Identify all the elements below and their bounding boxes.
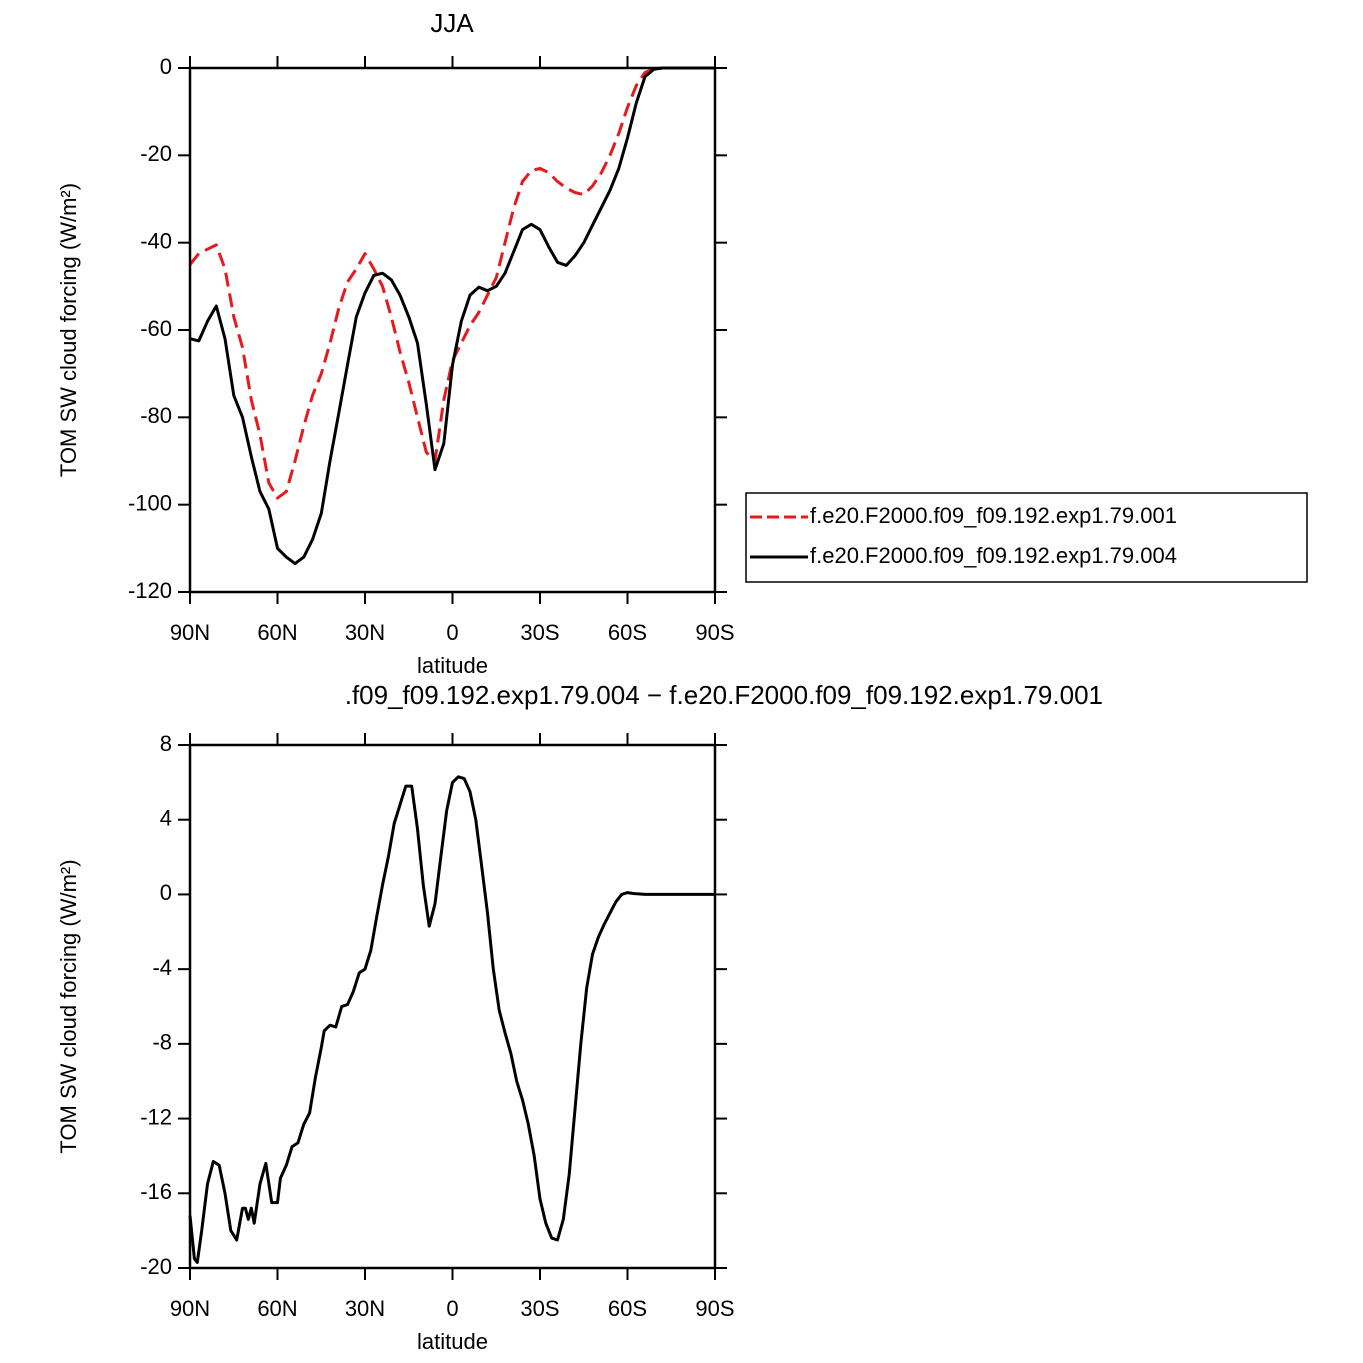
x-tick-label: 60N (257, 620, 297, 645)
x-tick-label: 30N (345, 1296, 385, 1321)
x-tick-label: 90N (170, 620, 210, 645)
x-tick-label: 0 (446, 620, 458, 645)
y-tick-label: -100 (128, 490, 172, 515)
y-tick-label: -20 (140, 1254, 172, 1279)
y-tick-label: 8 (160, 731, 172, 756)
legend-box (745, 492, 1308, 583)
y-tick-label: -8 (152, 1030, 172, 1055)
x-tick-label: 60S (608, 620, 647, 645)
x-axis-label: latitude (417, 653, 488, 678)
y-tick-label: -16 (140, 1179, 172, 1204)
y-axis-label: TOM SW cloud forcing (W/m²) (56, 859, 81, 1153)
y-tick-label: -120 (128, 578, 172, 603)
y-tick-label: -20 (140, 141, 172, 166)
y-tick-label: -40 (140, 228, 172, 253)
y-tick-label: 0 (160, 880, 172, 905)
chart-title: .f09_f09.192.exp1.79.004 − f.e20.F2000.f… (345, 680, 1103, 710)
y-tick-label: -12 (140, 1104, 172, 1129)
x-tick-label: 90S (695, 620, 734, 645)
y-tick-label: 4 (160, 806, 172, 831)
x-tick-label: 90S (695, 1296, 734, 1321)
data-line (188, 66, 715, 500)
y-tick-label: -60 (140, 316, 172, 341)
chart-title: JJA (430, 8, 474, 38)
legend-label: f.e20.F2000.f09_f09.192.exp1.79.001 (810, 503, 1177, 528)
x-tick-label: 60S (608, 1296, 647, 1321)
x-tick-label: 30N (345, 620, 385, 645)
y-axis-label: TOM SW cloud forcing (W/m²) (56, 183, 81, 477)
x-tick-label: 60N (257, 1296, 297, 1321)
x-tick-label: 90N (170, 1296, 210, 1321)
y-tick-label: -80 (140, 403, 172, 428)
x-axis-label: latitude (417, 1329, 488, 1354)
data-line (189, 66, 715, 566)
plot-frame (188, 66, 717, 594)
x-tick-label: 0 (446, 1296, 458, 1321)
data-line (188, 775, 715, 1264)
legend-label: f.e20.F2000.f09_f09.192.exp1.79.004 (810, 543, 1177, 568)
plot-frame (188, 743, 717, 1270)
x-tick-label: 30S (520, 1296, 559, 1321)
y-tick-label: 0 (160, 54, 172, 79)
y-tick-label: -4 (152, 955, 172, 980)
x-tick-label: 30S (520, 620, 559, 645)
